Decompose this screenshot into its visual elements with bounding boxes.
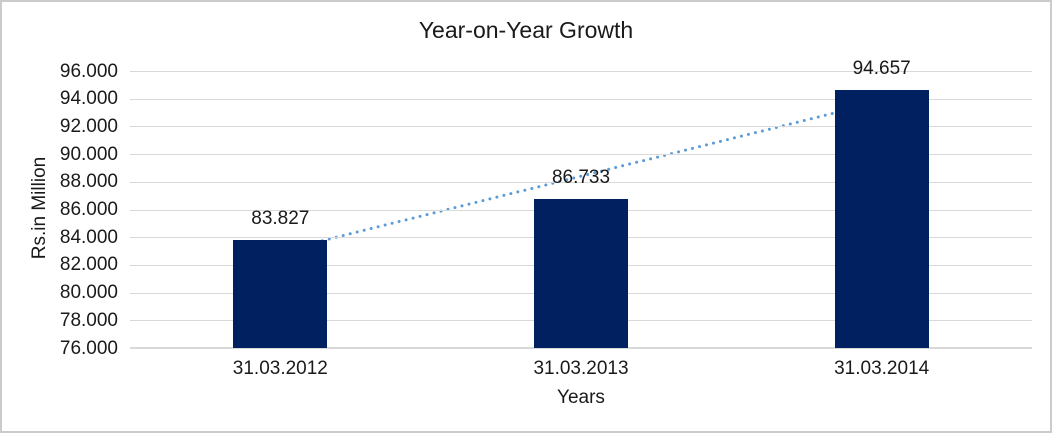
plot-area: 83.827 86.733 94.657: [130, 58, 1032, 349]
bar-value-label: 83.827: [251, 207, 310, 229]
y-axis-tick-label: 76.000: [59, 337, 118, 359]
bar: [233, 239, 328, 348]
y-axis-tick-label: 82.000: [59, 254, 118, 276]
gridline: [130, 181, 1032, 183]
bar-value-label: 94.657: [852, 57, 911, 79]
y-axis-tick-label: 88.000: [59, 171, 118, 193]
y-axis-tick-label: 90.000: [59, 143, 118, 165]
gridline: [130, 347, 1032, 349]
trendline-path: [278, 99, 884, 253]
y-axis-tick-label: 94.000: [59, 88, 118, 110]
x-axis-category-label: 31.03.2012: [232, 358, 328, 379]
y-axis-tick-label: 80.000: [59, 282, 118, 304]
x-axis-category-label: 31.03.2014: [834, 358, 930, 379]
x-axis-title: Years: [557, 387, 605, 408]
trendline: [278, 99, 884, 253]
gridline: [130, 98, 1032, 100]
gridline: [130, 154, 1032, 156]
bar: [534, 199, 628, 348]
x-axis-category-label: 31.03.2013: [533, 358, 629, 379]
gridline: [130, 71, 1032, 72]
chart-title: Year-on-Year Growth: [418, 17, 634, 43]
y-axis-tick-label: 92.000: [59, 115, 118, 137]
gridline: [130, 126, 1032, 128]
y-axis-tick-label: 96.000: [59, 60, 118, 82]
y-axis-tick-label: 78.000: [59, 309, 118, 331]
y-axis-tick-label: 84.000: [59, 226, 118, 248]
bar-value-label: 86.733: [551, 167, 611, 189]
y-axis-tick-label: 86.000: [59, 199, 118, 220]
bar: [834, 89, 929, 348]
